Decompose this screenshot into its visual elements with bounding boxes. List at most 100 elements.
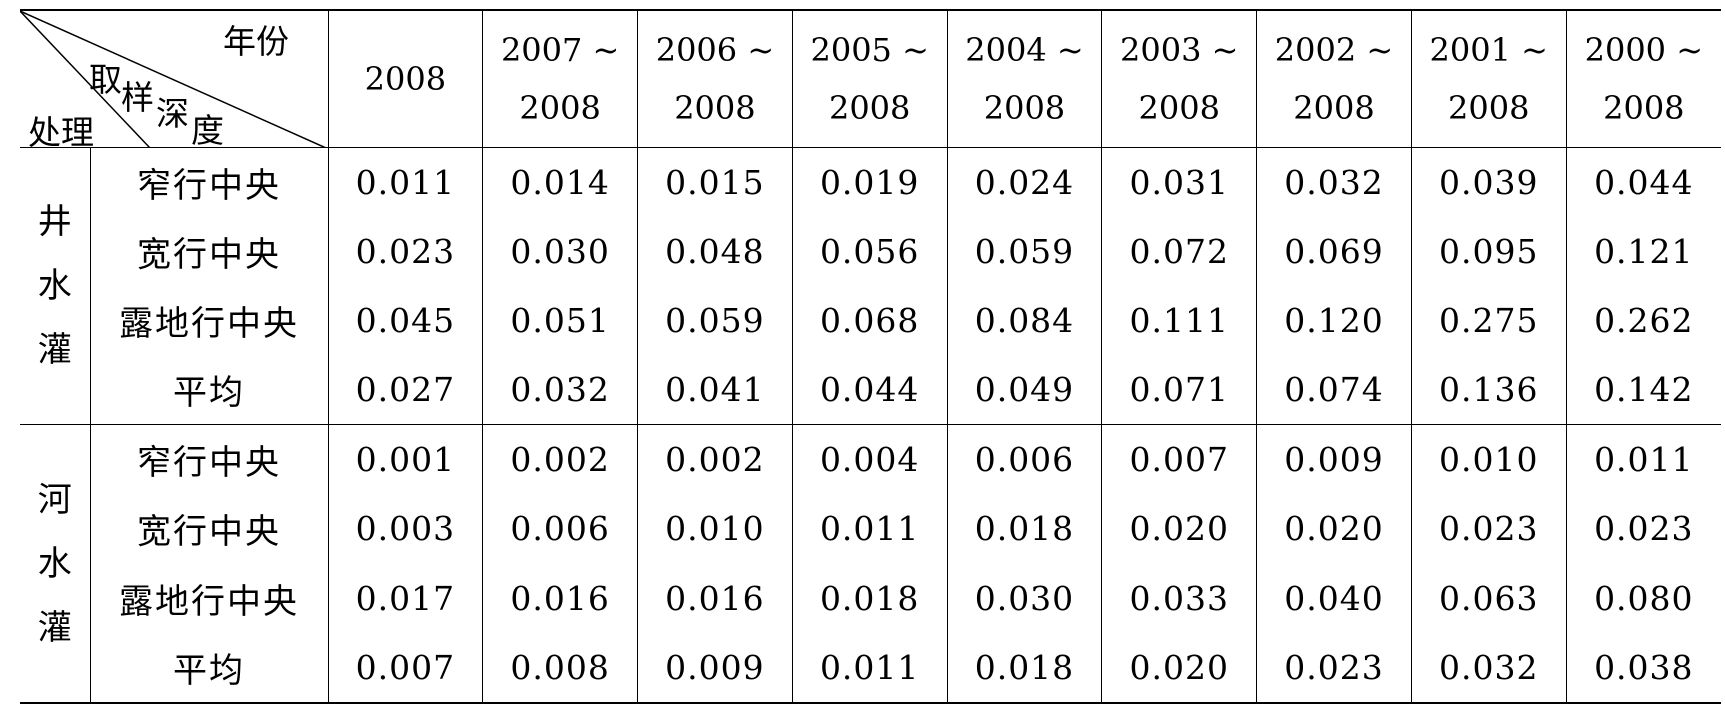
row-label: 平均 xyxy=(89,355,329,425)
table-cell: 0.020 xyxy=(1101,494,1258,564)
table-cell: 0.010 xyxy=(1410,424,1567,495)
corner-treatment-label: 处理 xyxy=(28,113,94,152)
table-cell: 0.051 xyxy=(482,285,639,356)
table-cell: 0.023 xyxy=(1410,494,1567,564)
corner-depth-char: 取 xyxy=(89,60,122,99)
table-cell: 0.136 xyxy=(1410,355,1567,425)
table-cell: 0.020 xyxy=(1256,494,1412,564)
column-header-year: 2005 ~2008 xyxy=(791,9,948,148)
table-cell: 0.018 xyxy=(946,632,1103,703)
table-cell: 0.059 xyxy=(637,285,793,356)
table-cell: 0.084 xyxy=(946,285,1103,356)
table-cell: 0.027 xyxy=(327,355,484,425)
group-label: 井水灌 xyxy=(20,146,91,426)
row-label: 宽行中央 xyxy=(89,216,329,286)
corner-header: 年份 取 样 深 度 处理 xyxy=(20,9,329,152)
table-cell: 0.121 xyxy=(1565,216,1721,286)
row-label: 宽行中央 xyxy=(89,494,329,564)
table-cell: 0.006 xyxy=(482,494,639,564)
group-label-char: 灌 xyxy=(37,607,72,648)
table-cell: 0.007 xyxy=(1101,424,1258,495)
table-cell: 0.007 xyxy=(327,632,484,703)
table-cell: 0.023 xyxy=(1256,632,1412,703)
row-label: 窄行中央 xyxy=(89,146,329,217)
table-cell: 0.011 xyxy=(791,494,948,564)
table-cell: 0.011 xyxy=(1565,424,1721,495)
table-cell: 0.002 xyxy=(482,424,639,495)
column-header-year: 2006 ~2008 xyxy=(637,9,793,148)
table-cell: 0.032 xyxy=(1256,146,1412,217)
table-cell: 0.011 xyxy=(791,632,948,703)
table-cell: 0.040 xyxy=(1256,563,1412,633)
row-label: 露地行中央 xyxy=(89,563,329,633)
table-row: 平均 0.007 0.008 0.009 0.011 0.018 0.020 0.023 0.0… xyxy=(20,632,1721,703)
table-cell: 0.002 xyxy=(637,424,793,495)
table-cell: 0.019 xyxy=(791,146,948,217)
table-cell: 0.038 xyxy=(1565,632,1721,703)
table-row: 露地行中央 0.045 0.051 0.059 0.068 0.084 0.111 0.120… xyxy=(20,285,1721,356)
group-label-char: 水 xyxy=(37,265,72,306)
table-cell: 0.016 xyxy=(637,563,793,633)
row-label: 窄行中央 xyxy=(89,424,329,495)
table-cell: 0.023 xyxy=(327,216,484,286)
column-header-year: 2001 ~2008 xyxy=(1410,9,1567,148)
group-label: 河水灌 xyxy=(20,424,91,704)
column-header-year: 2003 ~2008 xyxy=(1101,9,1258,148)
corner-depth-char: 样 xyxy=(121,78,154,117)
row-label: 平均 xyxy=(89,632,329,703)
table-cell: 0.006 xyxy=(946,424,1103,495)
table-cell: 0.009 xyxy=(1256,424,1412,495)
table-cell: 0.044 xyxy=(1565,146,1721,217)
table-row: 宽行中央 0.003 0.006 0.010 0.011 0.018 0.020 0.020 0… xyxy=(20,494,1721,564)
table-cell: 0.031 xyxy=(1101,146,1258,217)
table-cell: 0.020 xyxy=(1101,632,1258,703)
corner-depth-char: 深 xyxy=(156,94,189,133)
group-label-char: 水 xyxy=(37,543,72,584)
table-cell: 0.074 xyxy=(1256,355,1412,425)
table-row: 井水灌窄行中央 0.011 0.014 0.015 0.019 0.024 0.031 0.0… xyxy=(20,146,1721,426)
table-cell: 0.111 xyxy=(1101,285,1258,356)
table-cell: 0.275 xyxy=(1410,285,1567,356)
table-row: 露地行中央 0.017 0.016 0.016 0.018 0.030 0.033 0.040… xyxy=(20,563,1721,633)
table-cell: 0.033 xyxy=(1101,563,1258,633)
table-cell: 0.072 xyxy=(1101,216,1258,286)
table-cell: 0.044 xyxy=(791,355,948,425)
table-cell: 0.018 xyxy=(791,563,948,633)
table-cell: 0.120 xyxy=(1256,285,1412,356)
table-cell: 0.068 xyxy=(791,285,948,356)
table-cell: 0.030 xyxy=(482,216,639,286)
table-cell: 0.032 xyxy=(1410,632,1567,703)
table-row: 宽行中央 0.023 0.030 0.048 0.056 0.059 0.072 0.069 0… xyxy=(20,216,1721,286)
column-header-year: 2000 ~2008 xyxy=(1565,9,1721,148)
group-label-char: 灌 xyxy=(37,329,72,370)
table-cell: 0.056 xyxy=(791,216,948,286)
table-cell: 0.024 xyxy=(946,146,1103,217)
group-label-char: 井 xyxy=(37,201,72,242)
table-cell: 0.071 xyxy=(1101,355,1258,425)
table-cell: 0.017 xyxy=(327,563,484,633)
table-cell: 0.016 xyxy=(482,563,639,633)
table-cell: 0.041 xyxy=(637,355,793,425)
column-header-year: 2007 ~2008 xyxy=(482,9,639,148)
table-cell: 0.001 xyxy=(327,424,484,495)
column-header-year: 2002 ~2008 xyxy=(1256,9,1412,148)
table-row: 河水灌窄行中央 0.001 0.002 0.002 0.004 0.006 0.007 0.0… xyxy=(20,424,1721,704)
table-row: 平均 0.027 0.032 0.041 0.044 0.049 0.071 0.074 0.1… xyxy=(20,355,1721,425)
table-cell: 0.011 xyxy=(327,146,484,217)
table-cell: 0.018 xyxy=(946,494,1103,564)
table-cell: 0.262 xyxy=(1565,285,1721,356)
table-cell: 0.095 xyxy=(1410,216,1567,286)
table-cell: 0.004 xyxy=(791,424,948,495)
table-cell: 0.008 xyxy=(482,632,639,703)
table-cell: 0.014 xyxy=(482,146,639,217)
corner-depth-char: 度 xyxy=(191,111,224,150)
table-cell: 0.032 xyxy=(482,355,639,425)
table-cell: 0.080 xyxy=(1565,563,1721,633)
table-cell: 0.063 xyxy=(1410,563,1567,633)
table-cell: 0.009 xyxy=(637,632,793,703)
column-header-year: 2008 xyxy=(327,9,484,148)
table-cell: 0.039 xyxy=(1410,146,1567,217)
group-label-char: 河 xyxy=(37,479,72,520)
table-cell: 0.010 xyxy=(637,494,793,564)
column-header-year: 2004 ~2008 xyxy=(946,9,1103,148)
